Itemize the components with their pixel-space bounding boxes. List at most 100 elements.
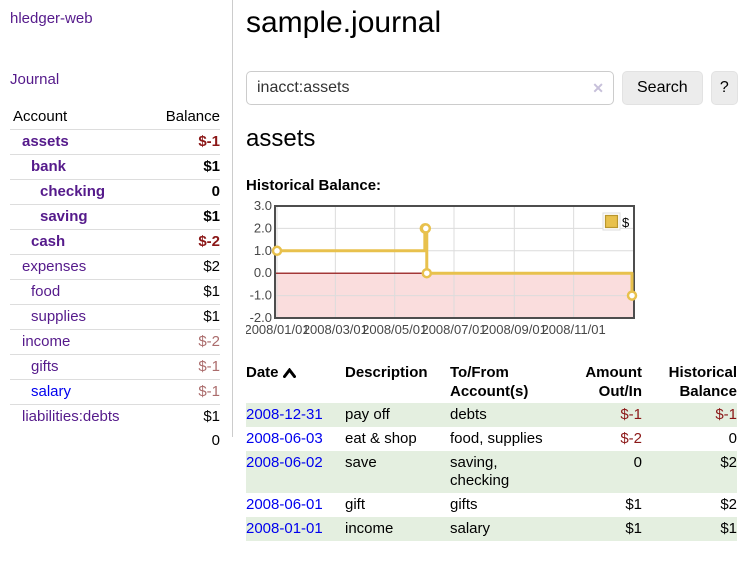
svg-text:3.0: 3.0	[254, 200, 272, 213]
transaction-accounts: debts	[450, 403, 560, 427]
account-balance: $1	[147, 154, 220, 180]
register-header-accounts: To/From Account(s)	[450, 364, 529, 400]
transaction-accounts: gifts	[450, 496, 478, 513]
svg-text:1.0: 1.0	[254, 243, 272, 258]
account-link[interactable]: salary	[31, 383, 72, 400]
transaction-date-link[interactable]: 2008-01-01	[246, 520, 323, 537]
transaction-balance: $2	[642, 451, 737, 493]
account-link[interactable]: expenses	[22, 258, 87, 275]
register-header-description: Description	[345, 364, 428, 381]
historical-balance-chart: $3.0 2.0 1.0 0.0 -1.0 -2.02008/01/012008/03/0…	[246, 200, 638, 337]
svg-text:2008/07/01: 2008/07/01	[421, 322, 486, 337]
svg-text:2008/05/01: 2008/05/01	[362, 322, 427, 337]
register-header-amount: Amount Out/In	[585, 364, 642, 400]
account-row: bank $1	[10, 154, 220, 180]
account-link[interactable]: supplies	[31, 308, 87, 325]
accounts-table: Account Balance assets $-1 bank $1 checking 0…	[10, 104, 220, 453]
account-balance: $-1	[147, 354, 220, 380]
transaction-amount: $1	[560, 517, 642, 541]
account-row: gifts $-1	[10, 354, 220, 380]
account-balance: $-1	[198, 133, 220, 150]
app-title-link[interactable]: hledger-web	[10, 10, 93, 27]
register-row: 2008-06-03 eat & shop food, supplies $-2 0	[246, 427, 737, 451]
account-heading: assets	[246, 125, 316, 152]
transaction-balance: 0	[728, 430, 737, 447]
transaction-balance: $2	[720, 496, 737, 513]
account-row: supplies $1	[10, 304, 220, 330]
sort-ascending-icon	[282, 367, 296, 378]
sidebar-item-journal[interactable]: Journal	[10, 71, 60, 88]
accounts-total-row: 0	[10, 429, 220, 453]
account-balance: $1	[147, 204, 220, 230]
account-balance: $1	[147, 279, 220, 305]
account-link[interactable]: cash	[31, 233, 66, 250]
transaction-balance: $-1	[642, 403, 737, 427]
account-row: income $-2	[10, 329, 220, 355]
svg-text:-1.0: -1.0	[250, 288, 272, 303]
transaction-description: pay off	[345, 403, 450, 427]
transaction-balance: $1	[642, 517, 737, 541]
account-row: expenses $2	[10, 254, 220, 280]
sidebar: hledger-web Journal Account Balance asse…	[0, 0, 233, 449]
svg-text:$: $	[622, 215, 630, 230]
account-link[interactable]: assets	[22, 133, 69, 150]
account-row: food $1	[10, 279, 220, 305]
svg-text:2008/01/01: 2008/01/01	[246, 322, 310, 337]
account-link[interactable]: food	[31, 283, 61, 300]
account-link[interactable]: liabilities:debts	[22, 408, 120, 425]
transaction-date-link[interactable]: 2008-12-31	[246, 406, 323, 423]
accounts-header-balance: Balance	[147, 104, 220, 130]
register-row: 2008-01-01 income salary $1 $1	[246, 517, 737, 541]
register-row: 2008-12-31 pay off debts $-1 $-1	[246, 403, 737, 427]
account-balance: $-1	[147, 379, 220, 405]
main-content: sample.journal ✕ Search ? assets Histori…	[246, 0, 738, 541]
account-link[interactable]: checking	[40, 183, 106, 200]
account-link[interactable]: saving	[40, 208, 88, 225]
account-balance: $-2	[147, 229, 220, 255]
search-form: ✕ Search ?	[246, 71, 738, 105]
register-header-date[interactable]: Date	[246, 361, 345, 403]
transaction-accounts: salary	[450, 517, 560, 541]
transaction-description: eat & shop	[345, 430, 417, 447]
register-header-balance: Historical Balance	[668, 364, 737, 400]
accounts-table-header-row: Account Balance	[10, 104, 220, 130]
transaction-amount: $-2	[620, 430, 642, 447]
svg-text:2008/09/01: 2008/09/01	[482, 322, 547, 337]
svg-text:2.0: 2.0	[254, 220, 272, 235]
account-row: salary $-1	[10, 379, 220, 405]
transaction-accounts: food, supplies	[450, 430, 543, 447]
account-link[interactable]: gifts	[31, 358, 59, 375]
search-box: ✕	[246, 71, 614, 105]
account-row: saving $1	[10, 204, 220, 230]
transaction-amount: $1	[625, 496, 642, 513]
register-row: 2008-06-01 gift gifts $1 $2	[246, 493, 737, 517]
transaction-date-link[interactable]: 2008-06-02	[246, 454, 323, 471]
register-table: Date Description To/From Account(s) Amou…	[246, 361, 737, 541]
help-button[interactable]: ?	[710, 71, 738, 105]
account-balance: $-2	[147, 329, 220, 355]
transaction-amount: 0	[560, 451, 642, 493]
account-row: checking 0	[10, 179, 220, 205]
transaction-amount: $-1	[560, 403, 642, 427]
search-button[interactable]: Search	[622, 71, 703, 105]
transaction-accounts: saving, checking	[450, 451, 560, 493]
transaction-description: gift	[345, 496, 366, 513]
svg-text:0.0: 0.0	[254, 265, 272, 280]
account-balance: $1	[147, 304, 220, 330]
account-balance: $1	[147, 404, 220, 429]
account-link[interactable]: income	[22, 333, 71, 350]
transaction-date-link[interactable]: 2008-06-01	[246, 496, 323, 513]
transaction-description: save	[345, 451, 450, 493]
clear-search-icon[interactable]: ✕	[592, 80, 604, 96]
account-balance: $2	[147, 254, 220, 280]
svg-text:2008/03/01: 2008/03/01	[303, 322, 368, 337]
account-link[interactable]: bank	[31, 158, 67, 175]
search-input[interactable]	[246, 71, 614, 105]
account-row: cash $-2	[10, 229, 220, 255]
account-row: assets $-1	[10, 130, 220, 155]
chart-title: Historical Balance:	[246, 177, 382, 194]
transaction-date-link[interactable]: 2008-06-03	[246, 430, 323, 447]
page-title: sample.journal	[246, 6, 442, 39]
svg-text:-2.0: -2.0	[250, 310, 272, 325]
transaction-description: income	[345, 517, 450, 541]
